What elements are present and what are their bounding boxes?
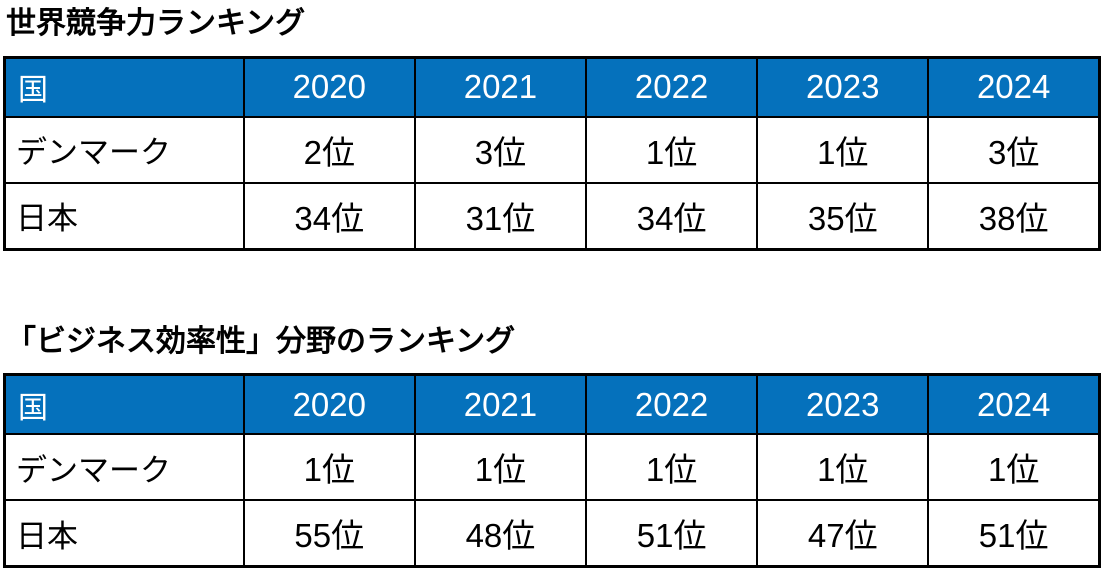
table-row-japan: 日本 55位 48位 51位 47位 51位 (3, 499, 1101, 568)
section-world-competitiveness: 世界競争力ランキング 国 2020 2021 2022 2023 2024 デン… (3, 5, 1101, 251)
world-ranking-table: 国 2020 2021 2022 2023 2024 デンマーク 2位 3位 1… (3, 55, 1101, 251)
column-header-2022: 2022 (585, 56, 759, 118)
rank-cell: 55位 (242, 499, 416, 568)
rank-cell: 1位 (413, 433, 588, 501)
business-efficiency-table: 国 2020 2021 2022 2023 2024 デンマーク 1位 1位 1… (3, 373, 1101, 568)
rank-cell: 47位 (756, 499, 930, 568)
rank-cell: 1位 (585, 433, 759, 501)
rank-cell: 1位 (927, 433, 1101, 501)
rank-cell: 2位 (242, 115, 416, 184)
rank-cell: 3位 (927, 115, 1101, 184)
column-header-2020: 2020 (242, 373, 416, 435)
header-row: 国 2020 2021 2022 2023 2024 (3, 56, 1101, 118)
rank-cell: 51位 (927, 499, 1101, 568)
country-cell: 日本 (3, 181, 245, 250)
world-ranking-title: 世界競争力ランキング (6, 7, 306, 40)
rank-cell: 1位 (242, 433, 416, 501)
rank-cell: 48位 (413, 499, 588, 568)
table-row-denmark: デンマーク 2位 3位 1位 1位 3位 (3, 115, 1101, 184)
column-header-2024: 2024 (927, 56, 1101, 118)
column-header-country: 国 (3, 56, 245, 118)
column-header-2023: 2023 (756, 373, 930, 435)
rank-cell: 31位 (413, 181, 588, 250)
country-cell: 日本 (3, 499, 245, 568)
rank-cell: 35位 (756, 181, 930, 250)
country-cell: デンマーク (3, 433, 245, 501)
column-header-2021: 2021 (413, 56, 588, 118)
rank-cell: 38位 (927, 181, 1101, 250)
column-header-2020: 2020 (242, 56, 416, 118)
section-business-efficiency: 「ビジネス効率性」分野のランキング 国 2020 2021 2022 2023 … (3, 323, 1101, 568)
column-header-2022: 2022 (585, 373, 759, 435)
rank-cell: 51位 (585, 499, 759, 568)
rank-cell: 34位 (585, 181, 759, 250)
column-header-2021: 2021 (413, 373, 588, 435)
country-cell: デンマーク (3, 115, 245, 184)
business-efficiency-title: 「ビジネス効率性」分野のランキング (6, 324, 516, 358)
rank-cell: 34位 (242, 181, 416, 250)
column-header-country: 国 (3, 373, 245, 435)
rank-cell: 1位 (756, 433, 930, 501)
header-row: 国 2020 2021 2022 2023 2024 (3, 373, 1101, 435)
rank-cell: 1位 (585, 115, 759, 184)
table-row-denmark: デンマーク 1位 1位 1位 1位 1位 (3, 433, 1101, 501)
table-row-japan: 日本 34位 31位 34位 35位 38位 (3, 181, 1101, 250)
column-header-2024: 2024 (927, 373, 1101, 435)
column-header-2023: 2023 (756, 56, 930, 118)
rank-cell: 3位 (413, 115, 588, 184)
rank-cell: 1位 (756, 115, 930, 184)
